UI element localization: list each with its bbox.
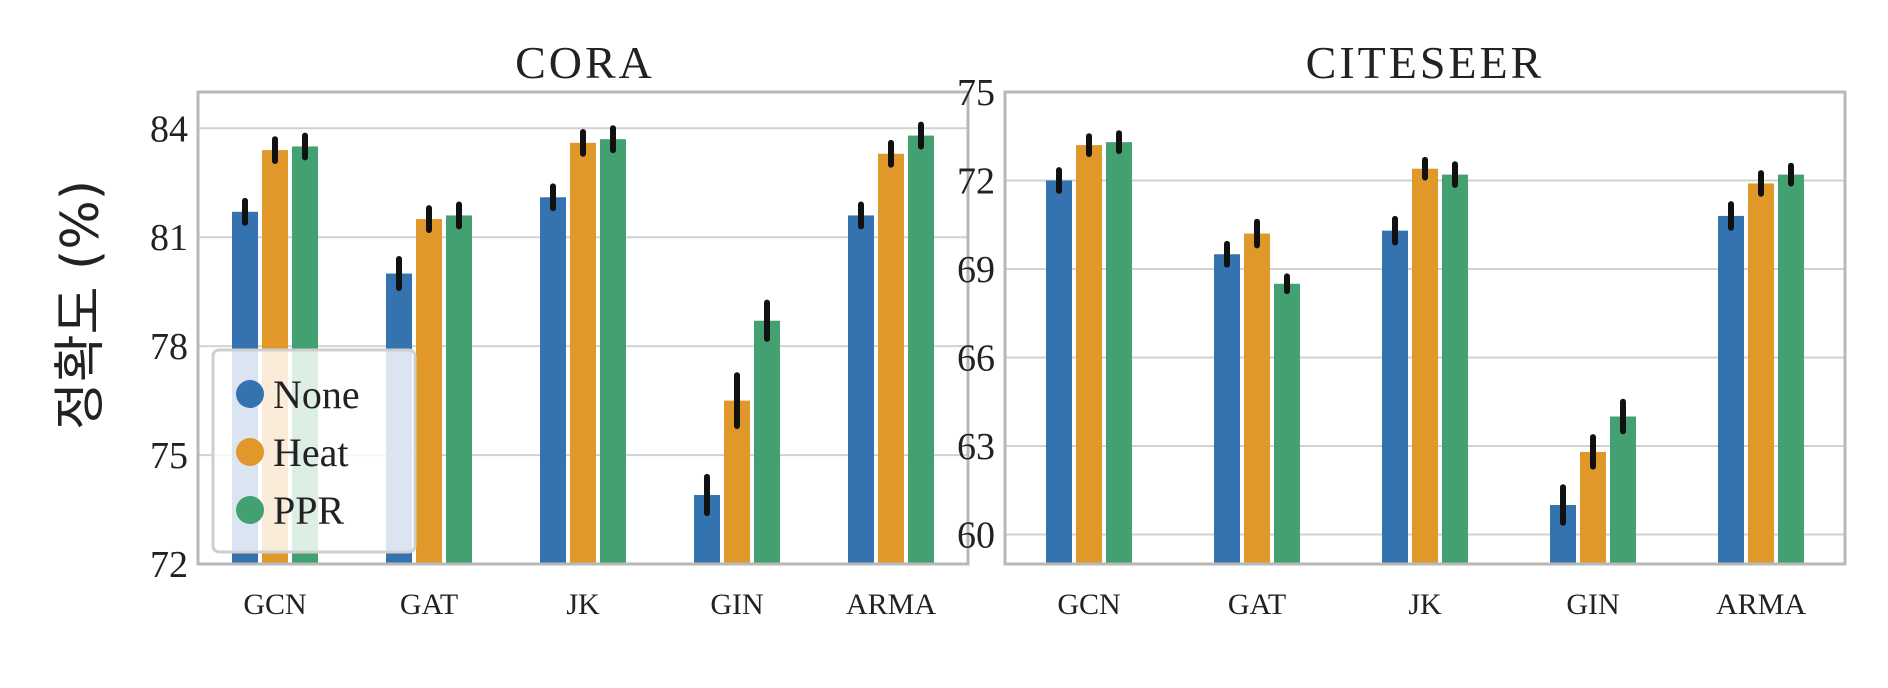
legend-box bbox=[211, 348, 417, 554]
cora-y-tick-label: 84 bbox=[150, 108, 188, 150]
citeseer-bar-jk-none bbox=[1382, 230, 1408, 564]
cora-title: CORA bbox=[515, 37, 655, 88]
citeseer-bar-jk-heat bbox=[1412, 168, 1438, 564]
citeseer-bar-gin-heat bbox=[1580, 451, 1606, 564]
cora-y-tick-label: 72 bbox=[150, 544, 188, 586]
citeseer-plot-frame bbox=[1003, 90, 1847, 566]
citeseer-x-tick-label: GIN bbox=[1566, 588, 1619, 621]
citeseer-bar-arma-none bbox=[1718, 215, 1744, 564]
cora-y-tick-label: 81 bbox=[150, 217, 188, 259]
citeseer-panel: CITESEER 60 63 66 69 72 75 GCN GAT JK GIN ARMA bbox=[957, 37, 1847, 621]
citeseer-x-tick-label: ARMA bbox=[1716, 588, 1806, 621]
cora-y-tick-label: 78 bbox=[150, 326, 188, 368]
cora-y-tick-label: 75 bbox=[150, 435, 188, 477]
citeseer-bar-jk-ppr bbox=[1442, 174, 1468, 564]
citeseer-y-tick-label: 63 bbox=[957, 426, 995, 468]
citeseer-y-tick-label: 72 bbox=[957, 161, 995, 203]
citeseer-x-tick-label: JK bbox=[1408, 588, 1442, 621]
cora-x-tick-label: GCN bbox=[243, 588, 306, 621]
cora-bar-jk-ppr bbox=[600, 139, 626, 564]
cora-bar-jk-heat bbox=[570, 142, 596, 565]
legend: None Heat PPR bbox=[211, 348, 417, 554]
citeseer-bar-arma-ppr bbox=[1778, 174, 1804, 564]
legend-marker-heat bbox=[236, 438, 264, 466]
citeseer-title: CITESEER bbox=[1306, 37, 1545, 88]
legend-label-none: None bbox=[273, 372, 360, 417]
cora-bar-jk-none bbox=[540, 197, 566, 565]
citeseer-y-tick-label: 60 bbox=[957, 515, 995, 557]
citeseer-x-tick-label: GCN bbox=[1057, 588, 1120, 621]
citeseer-bar-gat-none bbox=[1214, 254, 1240, 564]
citeseer-bar-gcn-ppr bbox=[1106, 142, 1132, 564]
cora-bar-arma-heat bbox=[878, 153, 904, 564]
cora-x-tick-label: ARMA bbox=[846, 588, 936, 621]
legend-marker-none bbox=[236, 380, 264, 408]
cora-x-tick-label: GIN bbox=[710, 588, 763, 621]
citeseer-y-tick-label: 66 bbox=[957, 338, 995, 380]
cora-bar-gin-ppr bbox=[754, 320, 780, 564]
cora-plot-frame bbox=[196, 90, 970, 566]
cora-x-tick-label: GAT bbox=[400, 588, 458, 621]
legend-label-ppr: PPR bbox=[273, 488, 344, 533]
citeseer-bar-gcn-none bbox=[1046, 180, 1072, 564]
citeseer-y-tick-label: 75 bbox=[957, 72, 995, 114]
citeseer-bar-gat-ppr bbox=[1274, 283, 1300, 564]
citeseer-y-tick-label: 69 bbox=[957, 249, 995, 291]
cora-bar-gat-heat bbox=[416, 219, 442, 565]
citeseer-x-tick-label: GAT bbox=[1228, 588, 1286, 621]
legend-label-heat: Heat bbox=[273, 430, 349, 475]
legend-marker-ppr bbox=[236, 496, 264, 524]
cora-bar-arma-none bbox=[848, 215, 874, 564]
cora-x-tick-label: JK bbox=[566, 588, 600, 621]
cora-bar-gat-ppr bbox=[446, 215, 472, 564]
cora-bar-arma-ppr bbox=[908, 135, 934, 565]
y-axis-label: 정확도 (%) bbox=[51, 180, 111, 430]
citeseer-bar-gat-heat bbox=[1244, 233, 1270, 564]
citeseer-bar-gin-ppr bbox=[1610, 416, 1636, 564]
citeseer-bar-arma-heat bbox=[1748, 183, 1774, 564]
citeseer-bar-gcn-heat bbox=[1076, 145, 1102, 564]
